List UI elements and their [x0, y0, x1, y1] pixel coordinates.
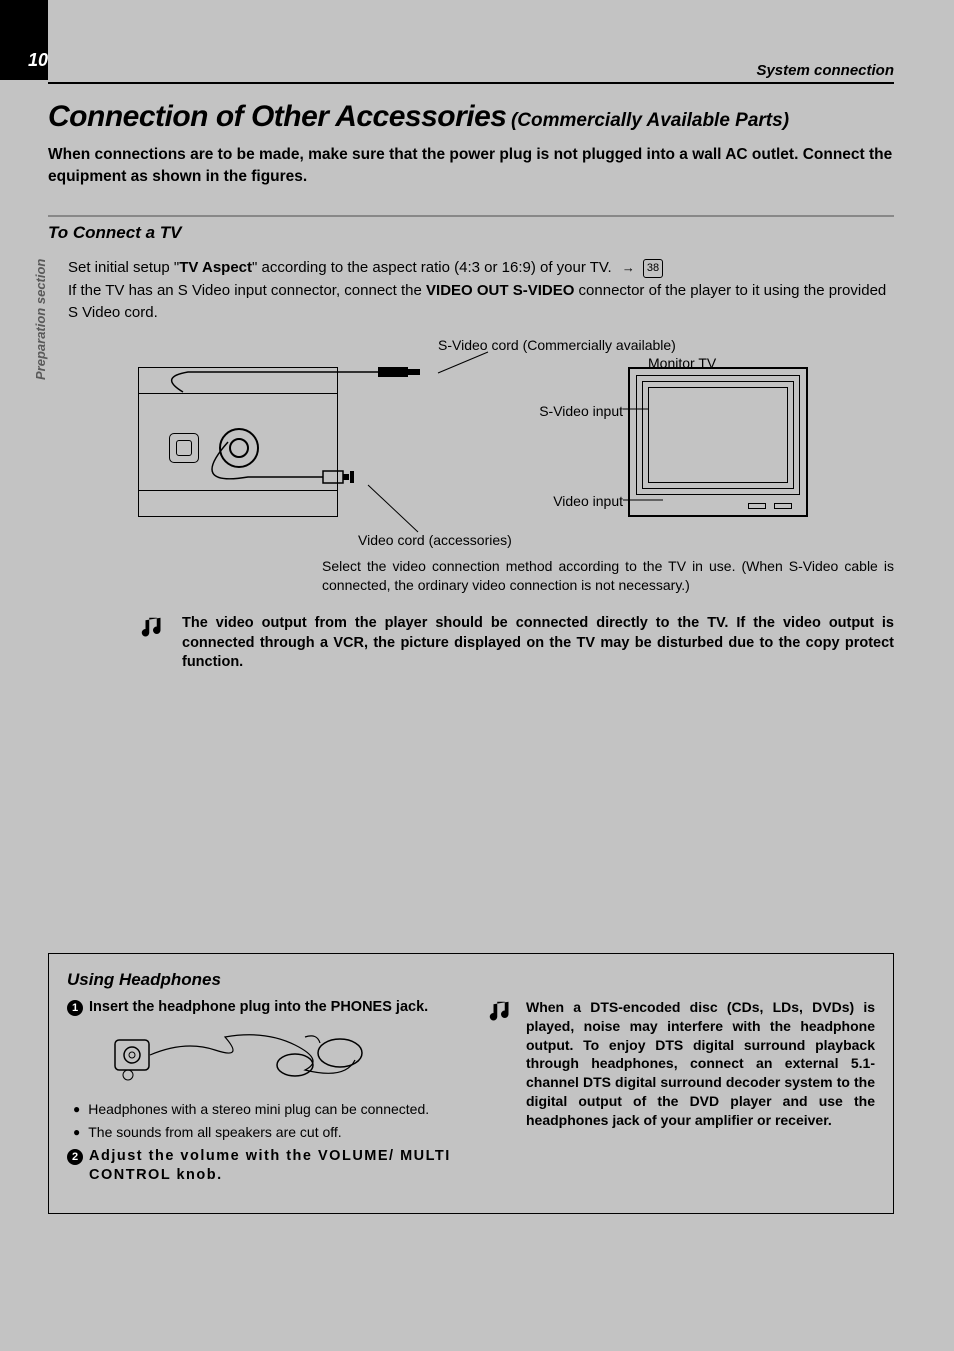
tv-line1-bold: TV Aspect	[179, 259, 252, 276]
tv-line2a: If the TV has an S Video input connector…	[68, 282, 426, 299]
headphones-heading: Using Headphones	[67, 970, 875, 990]
intro-text: When connections are to be made, make su…	[48, 144, 894, 187]
section-rule	[48, 215, 894, 217]
bullet-2: ● The sounds from all speakers are cut o…	[73, 1123, 456, 1141]
section-tab-label: Preparation section	[33, 259, 48, 380]
select-text: Select the video connection method accor…	[322, 557, 894, 596]
step-badge-2: 2	[67, 1149, 83, 1165]
main-title-row: Connection of Other Accessories (Commerc…	[48, 100, 894, 134]
page-ref-badge: 38	[643, 259, 663, 278]
music-note-icon	[486, 998, 516, 1033]
main-title-sub: (Commercially Available Parts)	[511, 110, 789, 131]
cables-svg	[128, 337, 894, 557]
note-row: The video output from the player should …	[138, 614, 894, 673]
headphones-left-col: 1 Insert the headphone plug into the PHO…	[67, 998, 456, 1191]
tv-heading: To Connect a TV	[48, 223, 894, 243]
tv-line2-bold: VIDEO OUT S-VIDEO	[426, 282, 574, 299]
bullet-dot-icon: ●	[73, 1102, 80, 1118]
headphones-right-note: When a DTS-encoded disc (CDs, LDs, DVDs)…	[526, 998, 875, 1130]
connection-diagram: S-Video cord (Commercially available) Mo…	[128, 337, 894, 557]
music-note-icon	[138, 614, 168, 649]
bullet-2-text: The sounds from all speakers are cut off…	[88, 1123, 341, 1141]
tv-line1a: Set initial setup "	[68, 259, 179, 276]
bullet-1-text: Headphones with a stereo mini plug can b…	[88, 1100, 429, 1118]
step-1-text: Insert the headphone plug into the PHONE…	[89, 998, 428, 1017]
step-badge-1: 1	[67, 1000, 83, 1016]
arrow-icon: →	[622, 260, 635, 275]
header-label: System connection	[756, 62, 894, 79]
main-title: Connection of Other Accessories	[48, 100, 507, 133]
headphones-right-col: When a DTS-encoded disc (CDs, LDs, DVDs)…	[486, 998, 875, 1191]
headphone-diagram	[95, 1025, 456, 1090]
page-number: 10	[28, 50, 48, 71]
bullet-dot-icon: ●	[73, 1125, 80, 1141]
step-2-text: Adjust the volume with the VOLUME/ MULTI…	[89, 1147, 456, 1185]
note-text: The video output from the player should …	[182, 614, 894, 673]
tv-line1b: " according to the aspect ratio (4:3 or …	[252, 259, 612, 276]
tv-body: Set initial setup "TV Aspect" according …	[68, 257, 894, 325]
headphones-box: Using Headphones 1 Insert the headphone …	[48, 953, 894, 1214]
header-rule	[48, 82, 894, 84]
bullet-1: ● Headphones with a stereo mini plug can…	[73, 1100, 456, 1118]
